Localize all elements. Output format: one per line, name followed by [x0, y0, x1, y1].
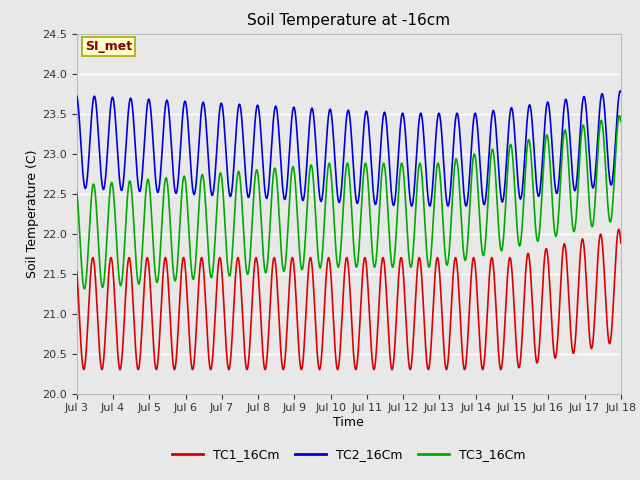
Y-axis label: Soil Temperature (C): Soil Temperature (C) — [26, 149, 40, 278]
X-axis label: Time: Time — [333, 416, 364, 429]
Legend: TC1_16Cm, TC2_16Cm, TC3_16Cm: TC1_16Cm, TC2_16Cm, TC3_16Cm — [167, 443, 531, 466]
Text: SI_met: SI_met — [85, 40, 132, 53]
Title: Soil Temperature at -16cm: Soil Temperature at -16cm — [247, 13, 451, 28]
